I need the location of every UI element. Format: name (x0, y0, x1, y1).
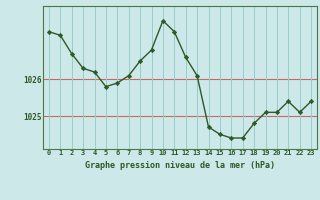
X-axis label: Graphe pression niveau de la mer (hPa): Graphe pression niveau de la mer (hPa) (85, 161, 275, 170)
